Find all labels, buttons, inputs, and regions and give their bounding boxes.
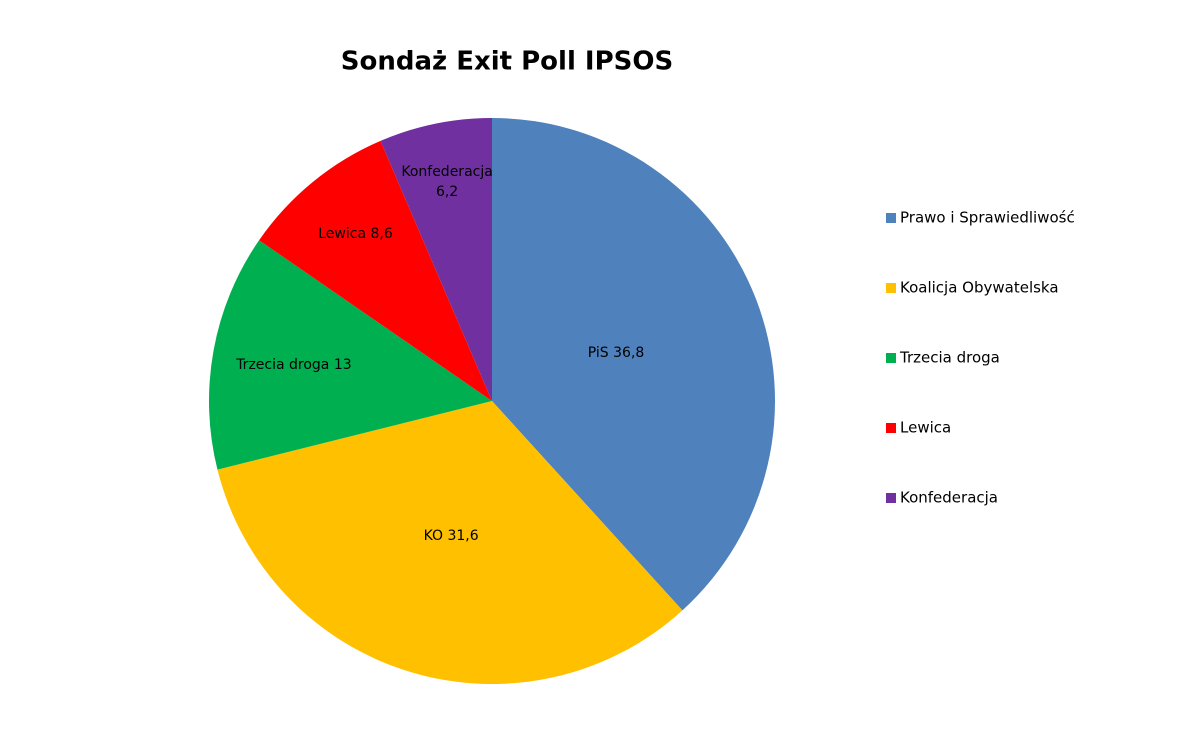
legend-label: Lewica: [900, 419, 951, 437]
pie-slice: [209, 240, 492, 470]
legend-swatch: [886, 213, 896, 223]
legend-label: Trzecia droga: [899, 349, 1000, 367]
legend-swatch: [886, 423, 896, 433]
data-label: KO 31,6: [423, 528, 479, 545]
legend-swatch: [886, 353, 896, 363]
data-label: Konfederacja 6,2: [401, 164, 493, 201]
legend-swatch: [886, 493, 896, 503]
pie-slice: [492, 118, 775, 611]
pie-slice: [217, 401, 683, 684]
data-label: PiS 36,8: [587, 345, 645, 362]
pie-slice: [380, 118, 492, 401]
pie-slice: [259, 140, 492, 401]
data-label: Lewica 8,6: [318, 226, 393, 243]
data-label: Trzecia droga 13: [236, 357, 352, 374]
legend-label: Prawo i Sprawiedliwość: [900, 209, 1075, 227]
legend-label: Koalicja Obywatelska: [900, 279, 1059, 297]
chart-title: Sondaż Exit Poll IPSOS: [341, 47, 673, 77]
legend-swatch: [886, 283, 896, 293]
legend-label: Konfederacja: [900, 489, 998, 507]
